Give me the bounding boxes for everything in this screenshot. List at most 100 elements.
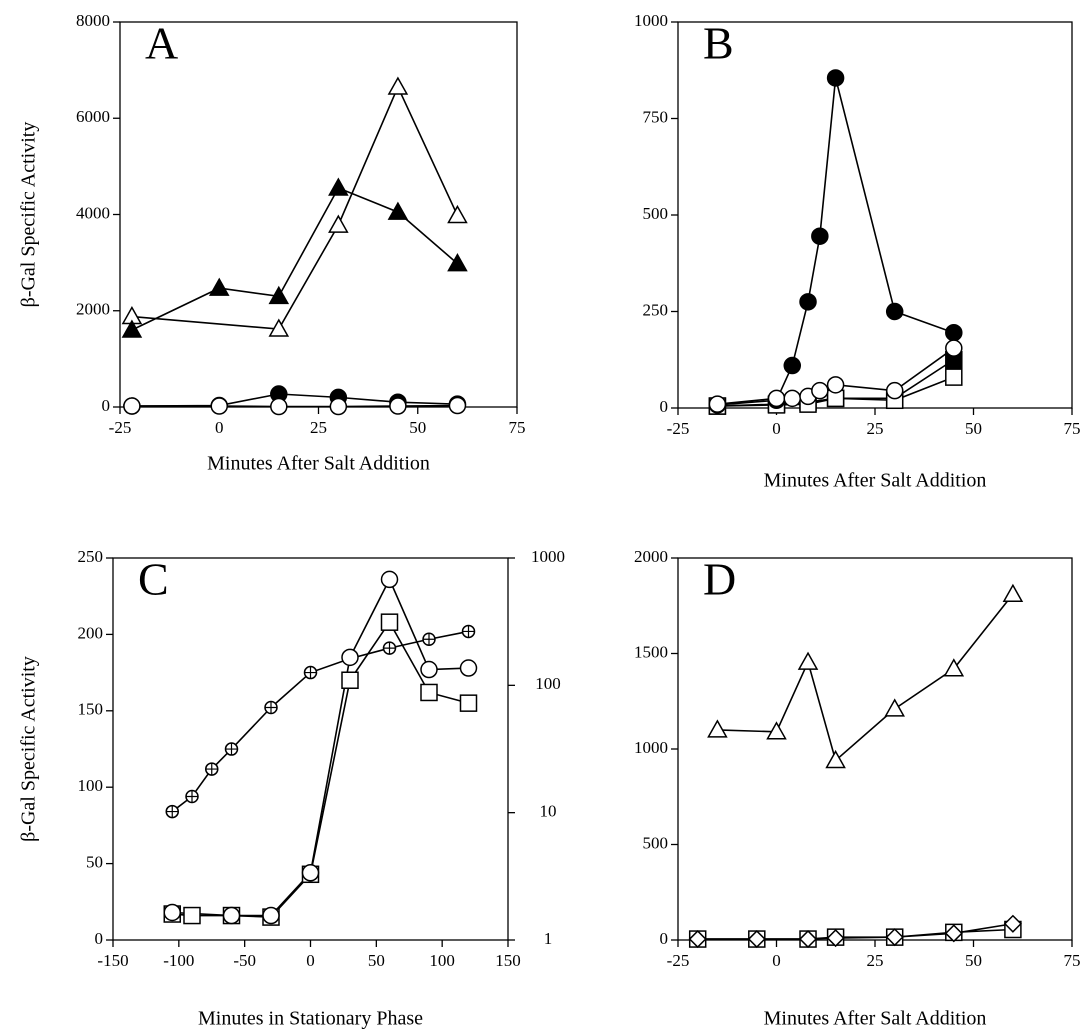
series-line [172,577,469,917]
marker [380,570,399,589]
y-tick-label: 6000 [76,107,110,126]
y2-tick-label: 100 [535,674,561,693]
y-tick-label: 4000 [76,203,110,222]
series-line [131,404,458,408]
marker [121,319,143,338]
x-tick-label: 50 [965,951,982,970]
marker [185,789,199,804]
marker [329,397,348,416]
marker [945,368,963,386]
y-tick-label: 750 [643,107,669,126]
y-tick-label: 0 [660,397,669,416]
marker-shape [767,389,786,408]
marker-cross [423,633,435,646]
x-tick-label: 25 [867,419,884,438]
marker [224,742,239,756]
series-line [171,630,469,813]
y-axis-title: β-Gal Specific Activity [18,122,40,308]
series-line [131,393,458,407]
y-tick-label: 2000 [634,547,668,566]
marker [1002,583,1024,603]
x-tick-label: 50 [965,419,982,438]
marker-cross [265,701,277,714]
plot-frame [677,21,1073,409]
marker [826,376,845,394]
marker-shape [945,323,963,342]
marker [797,651,819,670]
x-axis-title: Minutes After Salt Addition [764,470,987,492]
marker [459,694,478,712]
marker [420,683,438,702]
marker-cross [186,790,198,803]
y2-tick-label: 1000 [531,547,565,566]
x-tick-label: 0 [215,418,224,437]
marker [884,698,905,717]
marker [262,906,280,925]
marker [945,323,963,342]
marker [123,397,141,415]
y-tick-label: 250 [78,547,104,566]
marker [183,906,201,925]
marker-shape [448,396,467,415]
marker [165,804,179,819]
x-tick-label: 25 [310,418,327,437]
marker [811,381,829,400]
marker-shape [783,356,802,375]
marker [382,641,397,655]
y-tick-label: 0 [95,929,104,948]
panel-letter: C [138,554,169,605]
marker [270,397,288,416]
marker-shape [826,376,845,394]
y-axis-title: β-Gal Specific Activity [18,656,40,842]
x-tick-label: 0 [772,951,781,970]
marker [461,624,476,639]
x-tick-label: 50 [368,951,385,970]
marker [387,201,409,220]
x-axis-title: Minutes After Salt Addition [764,1008,987,1030]
marker [447,253,468,272]
marker-shape [459,659,478,677]
marker [767,389,786,408]
marker-shape [420,660,438,679]
series-line [717,77,955,406]
marker [945,339,963,357]
marker-shape [222,906,241,925]
marker [268,318,290,337]
x-tick-label: 75 [1064,951,1080,970]
marker [447,204,468,224]
y-tick-label: 200 [78,623,104,642]
y-tick-label: 250 [643,300,669,319]
marker [943,658,965,677]
marker [301,864,320,882]
marker [328,177,349,196]
marker-shape [811,227,829,245]
marker-shape [885,381,904,400]
marker [799,293,817,311]
marker [798,929,818,949]
marker-shape [826,69,845,87]
marker [210,397,228,415]
marker [708,395,727,413]
x-tick-label: -25 [109,418,132,437]
marker [825,749,846,769]
marker [826,69,845,87]
marker-shape [163,903,181,922]
x-tick-label: -150 [97,951,128,970]
x-tick-label: 100 [429,951,455,970]
marker [885,302,904,321]
panel-letter: D [703,554,736,605]
x-tick-label: 75 [1064,419,1080,438]
marker-shape [783,389,802,408]
marker-shape [210,397,228,415]
marker [420,660,438,679]
series-line [131,187,458,331]
y-tick-label: 1500 [634,642,668,661]
x-tick-label: -25 [667,419,690,438]
marker-shape [341,648,359,667]
marker-shape [708,395,727,413]
y-tick-label: 2000 [76,300,110,319]
series-line [717,376,955,407]
marker-shape [811,381,829,400]
y2-tick-label: 1 [544,929,553,948]
